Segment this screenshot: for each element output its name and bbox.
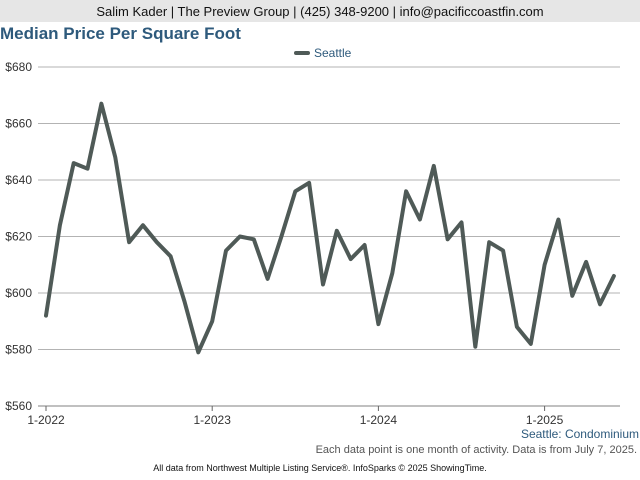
y-tick-label: $640: [5, 173, 32, 187]
data-point: [404, 189, 408, 193]
data-point: [376, 322, 380, 326]
data-point: [196, 350, 200, 354]
data-point: [529, 342, 533, 346]
data-point: [127, 240, 131, 244]
data-point: [86, 167, 90, 171]
data-point: [349, 257, 353, 261]
data-point: [570, 294, 574, 298]
data-point: [238, 235, 242, 239]
data-point: [556, 218, 560, 222]
data-point: [252, 237, 256, 241]
x-tick-label: 1-2024: [360, 413, 398, 427]
x-tick-label: 1-2022: [27, 413, 65, 427]
data-point: [141, 223, 145, 227]
data-point: [183, 299, 187, 303]
agent-contact-text: Salim Kader | The Preview Group | (425) …: [96, 3, 544, 19]
data-point: [58, 223, 62, 227]
series-line-seattle: [44, 101, 616, 355]
data-point: [390, 271, 394, 275]
data-point: [363, 243, 367, 247]
data-point: [113, 155, 117, 159]
legend-label-seattle: Seattle: [314, 46, 352, 60]
data-source-footer: All data from Northwest Multiple Listing…: [153, 463, 487, 473]
data-point: [307, 181, 311, 185]
data-point: [224, 249, 228, 253]
data-point: [501, 249, 505, 253]
data-point: [432, 164, 436, 168]
chart-legend[interactable]: Seattle: [294, 45, 351, 61]
data-point: [446, 237, 450, 241]
chart-title: Median Price Per Square Foot: [0, 24, 241, 43]
y-tick-label: $560: [5, 399, 32, 413]
data-point: [612, 274, 616, 278]
data-point: [293, 189, 297, 193]
y-tick-label: $680: [5, 60, 32, 74]
y-tick-label: $580: [5, 343, 32, 357]
data-point: [210, 319, 214, 323]
data-point: [155, 240, 159, 244]
data-point: [460, 220, 464, 224]
data-point: [584, 260, 588, 264]
data-point: [44, 314, 48, 318]
data-point: [169, 254, 173, 258]
y-tick-label: $620: [5, 230, 32, 244]
y-tick-label: $600: [5, 286, 32, 300]
data-point: [99, 102, 103, 106]
data-point: [321, 283, 325, 287]
data-point: [598, 302, 602, 306]
data-point: [487, 240, 491, 244]
data-point: [266, 277, 270, 281]
legend-line-swatch: [294, 51, 310, 55]
data-point: [72, 161, 76, 165]
agent-contact-bar: Salim Kader | The Preview Group | (425) …: [0, 0, 640, 22]
x-tick-label: 1-2025: [526, 413, 564, 427]
y-tick-label: $660: [5, 117, 32, 131]
data-point: [473, 345, 477, 349]
x-tick-label: 1-2023: [194, 413, 232, 427]
data-point: [543, 263, 547, 267]
series-description-label: Seattle: Condominium: [520, 427, 639, 441]
data-point: [335, 229, 339, 233]
data-point: [515, 325, 519, 329]
data-point: [418, 218, 422, 222]
data-note: Each data point is one month of activity…: [315, 444, 637, 456]
data-point: [279, 235, 283, 239]
